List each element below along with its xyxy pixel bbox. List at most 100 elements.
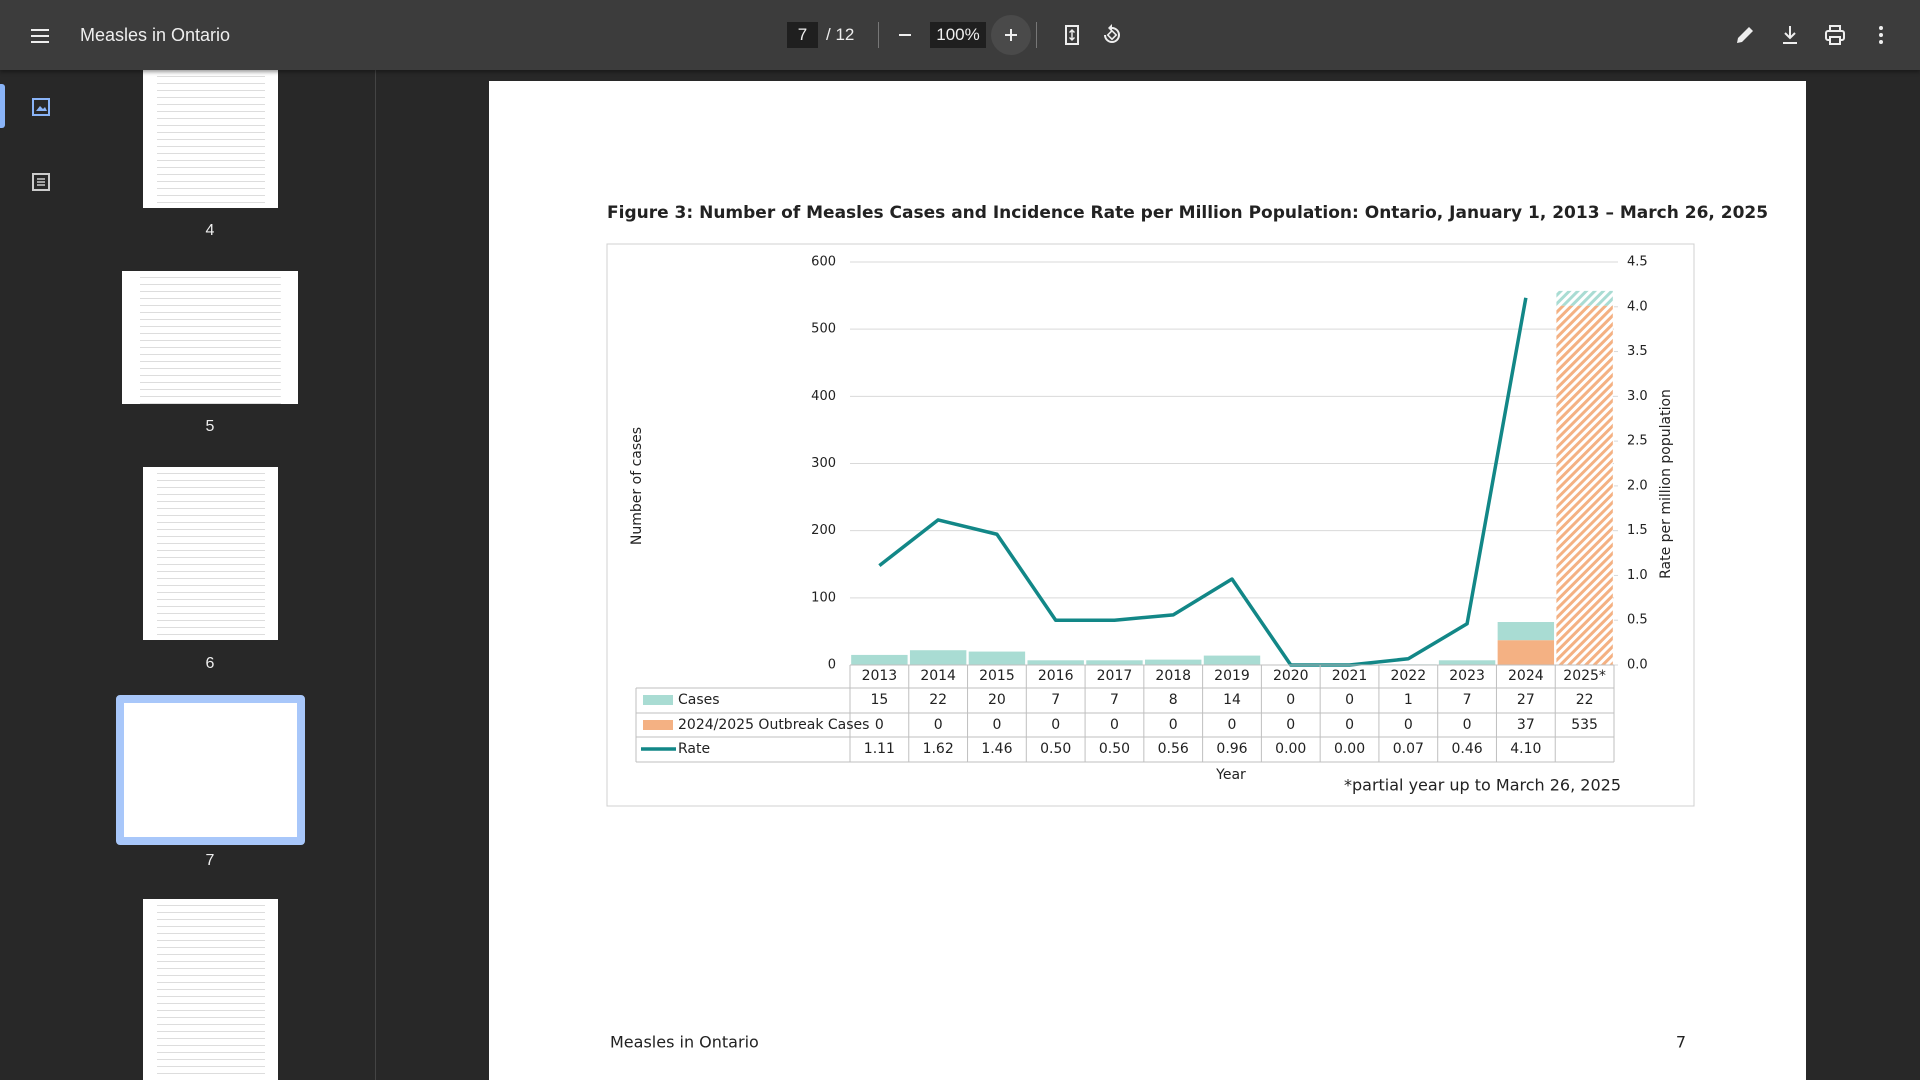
rotate-button[interactable] (1100, 23, 1124, 47)
more-button[interactable] (1869, 23, 1893, 47)
y-tick-label: 200 (811, 523, 836, 538)
legend-label: 2024/2025 Outbreak Cases (678, 717, 869, 733)
y2-tick-label: 1.5 (1627, 523, 1648, 538)
y2-tick-label: 4.5 (1627, 255, 1648, 270)
table-cell: 7 (1463, 692, 1472, 708)
table-cell: 1.62 (923, 741, 954, 757)
fit-page-button[interactable] (1060, 23, 1084, 47)
table-cell: 0.07 (1393, 741, 1424, 757)
page-thumbnail[interactable] (143, 70, 278, 208)
table-cell: 0 (934, 717, 943, 733)
y-tick-label: 0 (828, 658, 836, 673)
document-title: Measles in Ontario (80, 0, 230, 70)
y2-tick-label: 0.5 (1627, 613, 1648, 628)
thumbnail-label: 6 (180, 655, 240, 673)
y2-tick-label: 1.0 (1627, 568, 1648, 583)
bar (969, 652, 1025, 665)
selected-indicator (0, 84, 5, 128)
y-tick-label: 600 (811, 255, 836, 270)
y-tick-label: 100 (811, 590, 836, 605)
table-cell: 0 (992, 717, 1001, 733)
table-cell: 0 (1345, 717, 1354, 733)
table-cell: 0.50 (1040, 741, 1071, 757)
thumbnail-label: 4 (180, 222, 240, 240)
menu-button[interactable] (28, 24, 52, 48)
x-tick-label: 2017 (1097, 668, 1133, 684)
x-tick-label: 2022 (1390, 668, 1426, 684)
x-tick-label: 2024 (1508, 668, 1544, 684)
page-thumbnail-selected[interactable] (116, 695, 305, 845)
y2-tick-label: 2.0 (1627, 478, 1648, 493)
x-tick-label: 2013 (862, 668, 898, 684)
divider (1036, 22, 1037, 48)
table-cell: 0 (1228, 717, 1237, 733)
table-cell: 0.50 (1099, 741, 1130, 757)
y2-tick-label: 0.0 (1627, 658, 1648, 673)
x-tick-label: 2018 (1155, 668, 1191, 684)
zoom-out-button[interactable] (893, 23, 917, 47)
x-tick-label: 2020 (1273, 668, 1309, 684)
table-cell: 0.96 (1216, 741, 1247, 757)
y-tick-label: 300 (811, 456, 836, 471)
bar (1439, 660, 1495, 665)
table-cell: 0 (1169, 717, 1178, 733)
table-cell: 0 (1286, 717, 1295, 733)
table-cell: 1.11 (864, 741, 895, 757)
chart-title: Figure 3: Number of Measles Cases and In… (607, 203, 1768, 223)
table-cell: 8 (1169, 692, 1178, 708)
bar (1498, 622, 1554, 640)
table-cell: 14 (1223, 692, 1241, 708)
page-input[interactable]: 7 (787, 22, 818, 48)
bar (1556, 291, 1612, 306)
table-cell: 0 (1110, 717, 1119, 733)
thumbnail-label: 7 (180, 852, 240, 870)
x-axis-label: Year (1215, 767, 1246, 783)
y2-tick-label: 4.0 (1627, 299, 1648, 314)
y2-tick-label: 3.0 (1627, 389, 1648, 404)
table-cell: 27 (1517, 692, 1535, 708)
page-thumbnail[interactable] (143, 467, 278, 640)
page-thumbnail[interactable] (122, 271, 298, 404)
y-tick-label: 500 (811, 322, 836, 337)
legend-swatch (643, 695, 673, 705)
thumbnail-label: 5 (180, 418, 240, 436)
table-cell: 0.56 (1158, 741, 1189, 757)
thumbnails-button[interactable] (30, 96, 52, 118)
x-tick-label: 2014 (920, 668, 956, 684)
footnote: *partial year up to March 26, 2025 (1344, 776, 1621, 795)
table-cell: 22 (929, 692, 947, 708)
table-cell: 0 (1051, 717, 1060, 733)
table-cell: 37 (1517, 717, 1535, 733)
table-cell: 15 (870, 692, 888, 708)
bar (851, 655, 907, 665)
legend-swatch (643, 720, 673, 730)
download-button[interactable] (1778, 23, 1802, 47)
bar (1145, 660, 1201, 665)
divider (878, 22, 879, 48)
zoom-input[interactable]: 100% (930, 22, 986, 48)
table-cell: 7 (1110, 692, 1119, 708)
table-cell: 1 (1404, 692, 1413, 708)
bar (1027, 660, 1083, 665)
table-cell: 1.46 (981, 741, 1012, 757)
bar (1086, 660, 1142, 665)
outline-button[interactable] (30, 171, 52, 193)
x-tick-label: 2023 (1449, 668, 1485, 684)
toolbar: Measles in Ontario 7 / 12 100% (0, 0, 1920, 70)
table-cell: 4.10 (1510, 741, 1541, 757)
page-thumbnail[interactable] (143, 899, 278, 1080)
zoom-in-button[interactable] (991, 15, 1031, 55)
bar (1498, 640, 1554, 665)
legend-label: Cases (678, 692, 720, 708)
table-cell: 0.00 (1334, 741, 1365, 757)
bar (910, 650, 966, 665)
y2-tick-label: 2.5 (1627, 434, 1648, 449)
annotate-button[interactable] (1733, 23, 1757, 47)
table-cell: 535 (1571, 717, 1598, 733)
legend-label: Rate (678, 741, 710, 757)
print-button[interactable] (1823, 23, 1847, 47)
bar (1204, 656, 1260, 665)
table-cell: 0 (875, 717, 884, 733)
footer-page-number: 7 (1676, 1033, 1686, 1052)
